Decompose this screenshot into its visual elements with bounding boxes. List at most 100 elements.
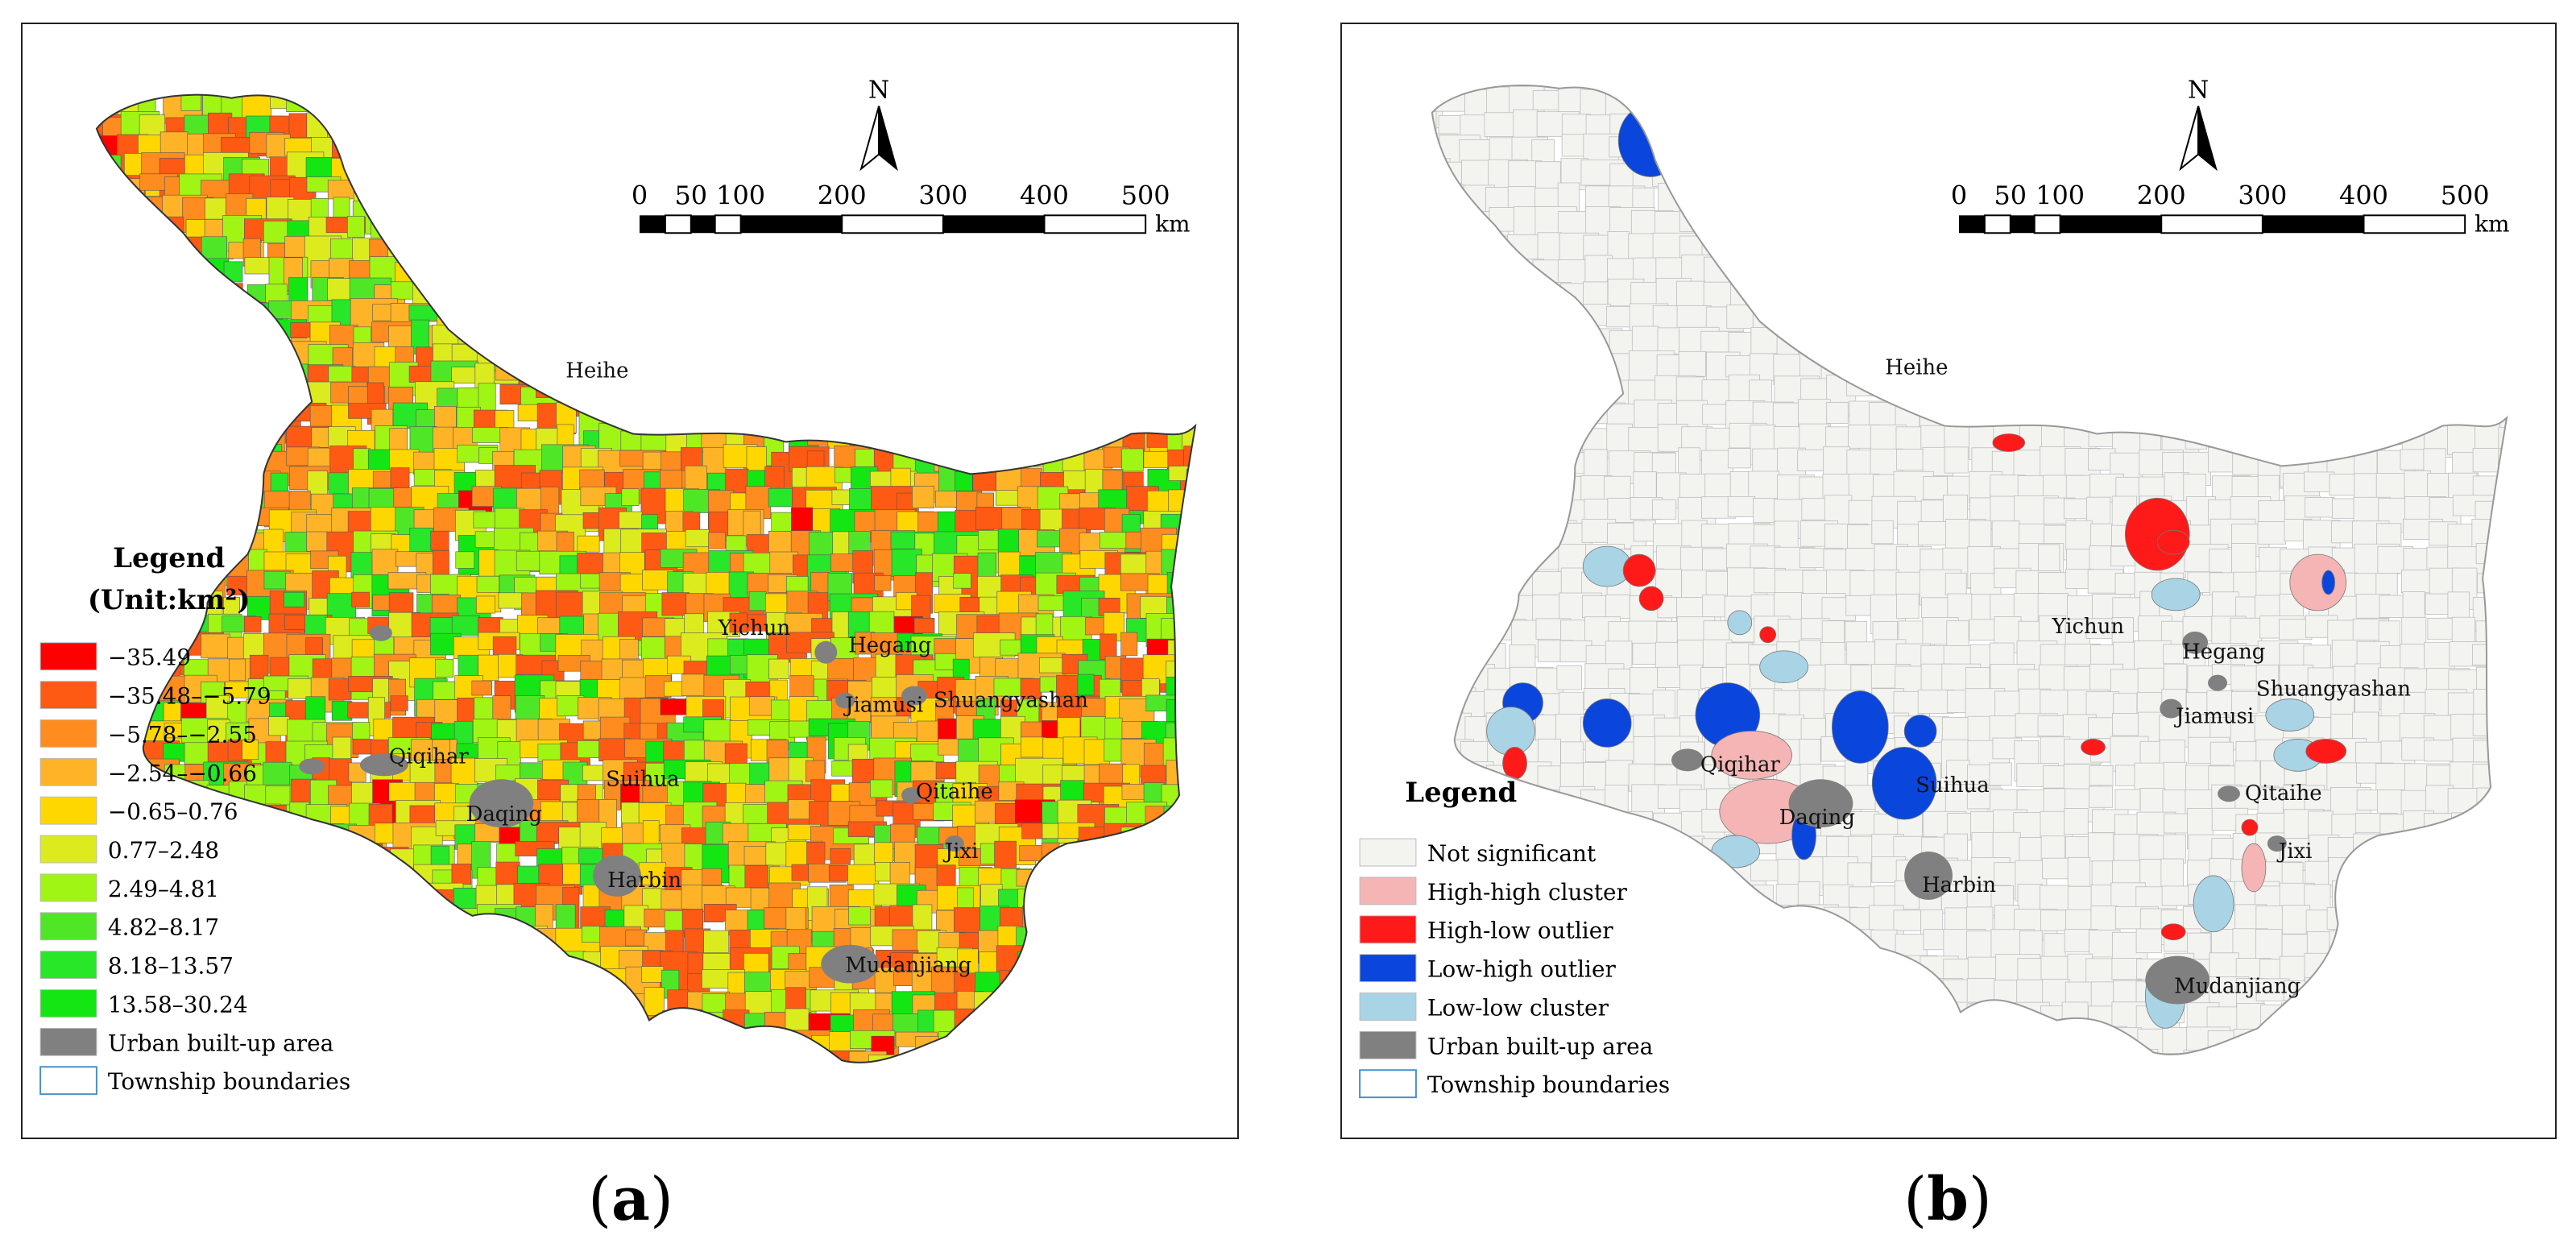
township-cell [2499,331,2507,359]
township-cell [244,843,281,861]
township-cell [745,1029,781,1051]
township-cell [472,175,503,209]
township-cell [499,304,527,336]
township-cell [246,385,279,417]
township-cell [2256,233,2296,263]
township-cell [270,992,294,1034]
township-cell [994,361,1025,404]
township-cell [1185,885,1195,926]
township-cell [433,889,456,930]
township-cell [2498,665,2507,691]
township-cell [667,238,688,254]
township-cell [103,408,151,433]
township-cell [1943,113,1982,135]
township-cell [1510,499,1543,524]
township-cell [1464,331,1490,364]
township-cell [2234,85,2267,99]
township-cell [975,304,1001,321]
township-cell [1727,86,1751,115]
township-cell [2404,379,2446,418]
township-cell [830,848,851,864]
township-cell [1100,72,1123,89]
township-cell [1161,966,1191,992]
township-cell [999,94,1018,118]
city-label-qiqihar: Qiqihar [389,744,470,769]
township-cell [200,512,246,537]
township-cell [892,1076,926,1109]
township-cell [828,238,859,266]
township-cell [917,429,957,452]
township-cell [958,318,1000,360]
township-cell [646,404,691,422]
township-cell [437,1079,455,1109]
township-cell [2427,1026,2462,1055]
township-cell [827,403,855,426]
township-cell [2473,111,2506,136]
township-cell [1440,303,1481,338]
township-cell [1730,158,1754,201]
township-cell [896,1057,942,1063]
township-cell [1990,135,2029,175]
lisa-cluster [1832,690,1889,764]
township-cell [1845,110,1869,153]
township-cell [2353,425,2386,450]
township-cell [2476,1003,2507,1027]
township-cell [641,966,665,983]
township-cell [326,885,350,907]
township-cell [1630,835,1652,860]
township-cell [1701,112,1729,151]
township-cell [2471,258,2507,280]
township-cell [1917,232,1944,254]
township-cell [455,177,475,222]
township-cell [1652,136,1698,159]
township-cell [2183,1050,2211,1055]
township-cell [1080,1009,1118,1051]
township-cell [2425,957,2453,993]
township-cell [2160,404,2196,438]
city-label-qitaihe: Qitaihe [2245,781,2322,806]
township-cell [286,885,325,913]
township-cell [119,445,145,462]
township-cell [2375,881,2406,910]
township-cell [141,447,189,469]
township-cell [2477,980,2507,1014]
township-cell [934,368,982,390]
township-cell [118,508,156,528]
township-cell [2259,305,2292,338]
township-cell [2403,234,2441,257]
township-cell [2425,976,2467,1002]
urban-areas-a [299,624,964,984]
township-cell [870,325,894,359]
township-cell [786,282,808,298]
township-cell [2014,114,2060,135]
township-cell [2473,932,2503,975]
township-cell [2522,833,2545,871]
township-cell [1161,549,1192,577]
township-cell [2209,258,2234,295]
township-cell [2089,376,2117,405]
township-cell [2090,280,2128,302]
township-cell [2499,112,2507,140]
township-cell [166,259,201,286]
township-cell [2495,476,2507,499]
township-cell [847,864,880,885]
township-cell [2043,232,2079,273]
township-cell [556,134,581,164]
township-cell [2114,789,2141,810]
township-cell [937,113,979,148]
township-cell [727,115,744,153]
township-cell [1188,947,1195,982]
legend-label: 13.58–30.24 [108,991,248,1018]
township-cell [1016,1071,1063,1113]
city-label-yichun: Yichun [2052,615,2125,639]
township-cell [2520,617,2555,653]
township-cell [513,325,532,355]
township-cell [727,1031,770,1063]
township-cell [960,1073,978,1092]
township-cell [974,991,1007,1028]
township-cell [2352,90,2391,128]
township-cell [1874,330,1911,355]
township-cell [618,116,642,142]
township-cell [1555,330,1601,371]
